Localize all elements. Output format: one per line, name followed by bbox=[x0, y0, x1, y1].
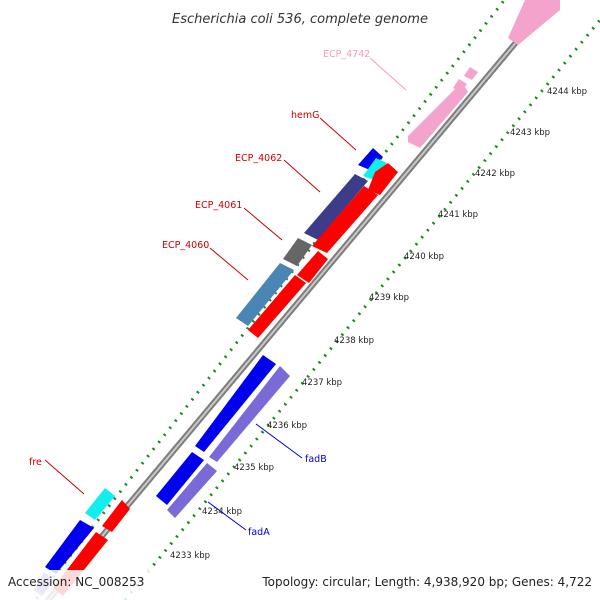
gene-red-3[interactable] bbox=[297, 251, 328, 283]
forward-genes bbox=[34, 0, 560, 596]
kbp-label: 4239 kbp bbox=[369, 293, 409, 303]
leader-ecp-4060 bbox=[209, 247, 249, 281]
gene-red-1[interactable] bbox=[368, 163, 398, 195]
gc-track-outer bbox=[33, 0, 507, 600]
gene-red-4[interactable] bbox=[248, 275, 306, 338]
kbp-label: 4237 kbp bbox=[302, 378, 342, 388]
gene-fadb[interactable] bbox=[195, 355, 276, 452]
kbp-label: 4241 kbp bbox=[438, 210, 478, 220]
gene-hemg[interactable] bbox=[358, 148, 383, 170]
gene-fre[interactable] bbox=[85, 488, 115, 520]
gene-label-ecp-4062[interactable]: ECP_4062 bbox=[235, 153, 282, 164]
gene-label-fada[interactable]: fadA bbox=[248, 527, 270, 538]
gene-blue-lower[interactable] bbox=[45, 520, 94, 574]
gene-label-fadb[interactable]: fadB bbox=[305, 454, 327, 465]
genome-summary-text: Topology: circular; Length: 4,938,920 bp… bbox=[261, 575, 592, 589]
gene-fada[interactable] bbox=[209, 366, 290, 462]
kbp-label: 4240 kbp bbox=[404, 252, 444, 262]
kbp-label: 4242 kbp bbox=[475, 169, 515, 179]
leader-fre bbox=[44, 459, 85, 495]
accession-text: Accession: NC_008253 bbox=[8, 575, 144, 589]
gene-label-ecp-4060[interactable]: ECP_4060 bbox=[162, 240, 209, 251]
leader-hemg bbox=[319, 117, 357, 151]
gene-label-fre[interactable]: fre bbox=[29, 457, 42, 468]
gene-label-hemg[interactable]: hemG bbox=[291, 110, 319, 121]
gene-red-5[interactable] bbox=[102, 500, 130, 532]
leader-ecp-4062 bbox=[283, 159, 321, 193]
gene-blue-mid[interactable] bbox=[156, 452, 204, 505]
kbp-label: 4236 kbp bbox=[267, 421, 307, 431]
kbp-label: 4235 kbp bbox=[234, 463, 274, 473]
gene-labels: ECP_4742 hemG ECP_4062 ECP_4061 ECP_4060… bbox=[29, 49, 370, 538]
leader-ecp-4061 bbox=[243, 207, 283, 241]
gene-label-leaders bbox=[44, 57, 407, 531]
gene-pink-top[interactable] bbox=[508, 0, 560, 45]
gc-track-inner bbox=[123, 19, 600, 600]
kbp-label: 4243 kbp bbox=[510, 128, 550, 138]
gene-ecp-4062[interactable] bbox=[304, 174, 368, 240]
gene-ecp-4060[interactable] bbox=[236, 263, 294, 326]
kbp-label: 4233 kbp bbox=[170, 551, 210, 561]
gene-label-ecp-4742[interactable]: ECP_4742 bbox=[323, 49, 370, 60]
gene-label-ecp-4061[interactable]: ECP_4061 bbox=[195, 200, 242, 211]
gene-ecp-4742[interactable] bbox=[408, 82, 468, 148]
gene-cyan-small[interactable] bbox=[363, 158, 387, 180]
kbp-label: 4238 kbp bbox=[334, 336, 374, 346]
gene-pink-right-b[interactable] bbox=[453, 79, 467, 92]
leader-ecp-4742 bbox=[369, 57, 407, 91]
leader-fada bbox=[207, 501, 247, 531]
leader-fadb bbox=[255, 423, 303, 459]
gene-pink-right[interactable] bbox=[464, 67, 478, 80]
gene-violet-lower[interactable] bbox=[167, 463, 217, 518]
map-title: Escherichia coli 536, complete genome bbox=[172, 12, 428, 27]
reverse-genes bbox=[53, 67, 478, 596]
footer-background bbox=[0, 570, 600, 600]
gene-ecp-4061[interactable] bbox=[283, 238, 312, 266]
gene-red-2[interactable] bbox=[312, 186, 378, 253]
kbp-label: 4244 kbp bbox=[547, 87, 587, 97]
